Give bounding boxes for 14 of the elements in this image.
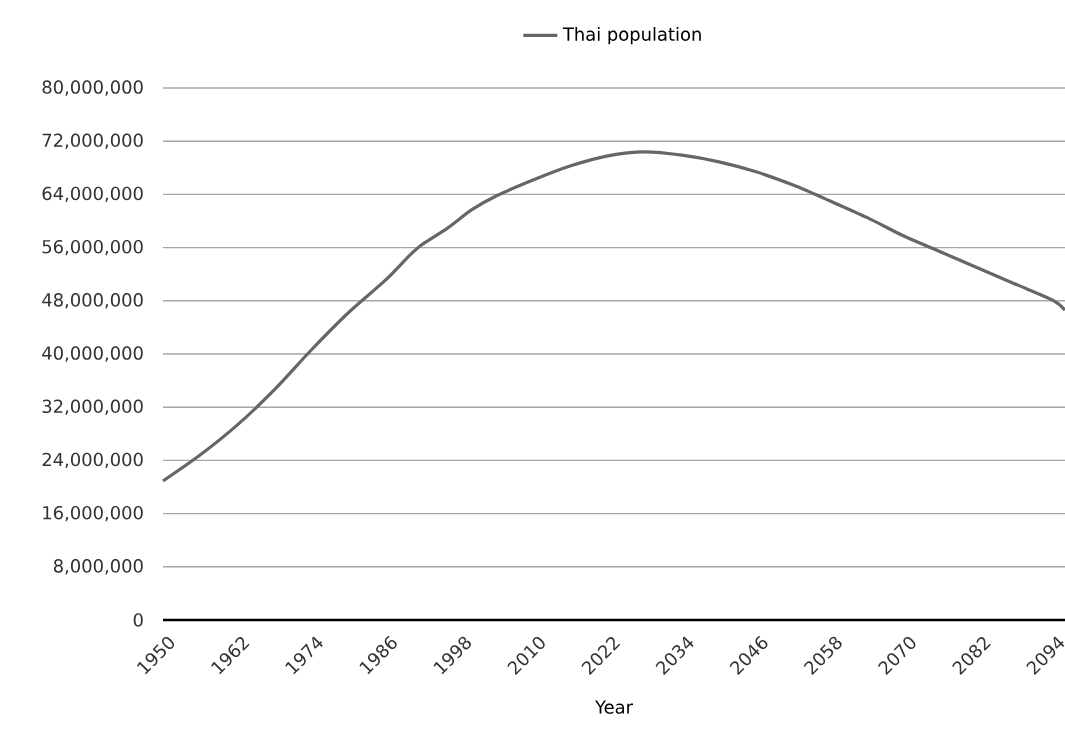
y-tick-label: 64,000,000	[42, 186, 143, 203]
y-tick-label: 8,000,000	[53, 559, 143, 575]
x-axis-title: Year	[594, 700, 634, 714]
y-tick-label: 56,000,000	[42, 239, 143, 256]
y-tick-label: 80,000,000	[42, 80, 143, 96]
y-tick-label: 72,000,000	[42, 133, 143, 149]
y-tick-label: 48,000,000	[42, 293, 143, 309]
y-tick-label: 24,000,000	[42, 452, 143, 469]
legend-label: Thai population	[562, 27, 701, 45]
line-series	[161, 150, 1065, 483]
y-tick-label: 0	[133, 613, 143, 627]
y-tick-label: 40,000,000	[42, 346, 143, 362]
y-tick-label: 16,000,000	[43, 505, 143, 522]
y-tick-label: 32,000,000	[42, 399, 143, 415]
